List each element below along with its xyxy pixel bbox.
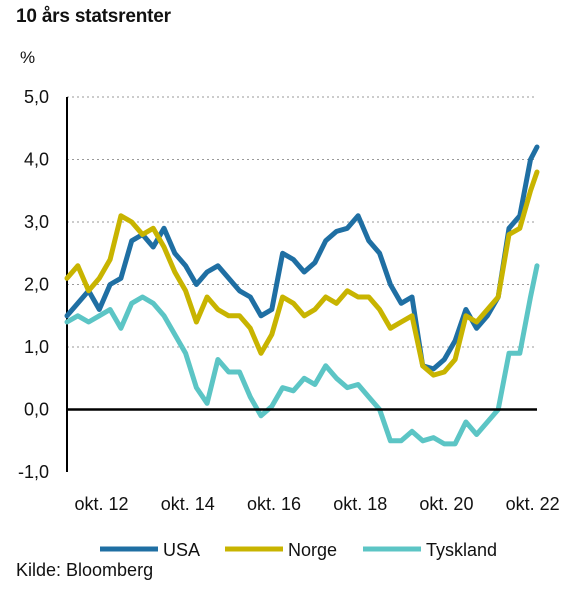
series-line-norge	[64, 169, 540, 378]
y-tick-label: 5,0	[24, 87, 49, 107]
legend-label-tyskland: Tyskland	[426, 540, 497, 560]
y-tick-label: 1,0	[24, 337, 49, 357]
series-line-usa	[64, 144, 540, 372]
x-tick-label: okt. 12	[74, 494, 128, 514]
y-axis-unit: %	[20, 48, 36, 67]
y-tick-label: 2,0	[24, 275, 49, 295]
legend-label-norge: Norge	[288, 540, 337, 560]
x-tick-label: okt. 14	[161, 494, 215, 514]
y-tick-label: 0,0	[24, 400, 49, 420]
x-tick-label: okt. 16	[247, 494, 301, 514]
source-note: Kilde: Bloomberg	[16, 560, 154, 580]
x-tick-label: okt. 22	[506, 494, 560, 514]
y-tick-label: 3,0	[24, 212, 49, 232]
y-tick-label: 4,0	[24, 150, 49, 170]
x-tick-label: okt. 18	[333, 494, 387, 514]
x-tick-label: okt. 20	[419, 494, 473, 514]
chart-title: 10 års statsrenter	[16, 6, 171, 27]
y-tick-label: -1,0	[18, 462, 49, 482]
series-line-tyskland	[64, 263, 540, 447]
legend-label-usa: USA	[163, 540, 200, 560]
